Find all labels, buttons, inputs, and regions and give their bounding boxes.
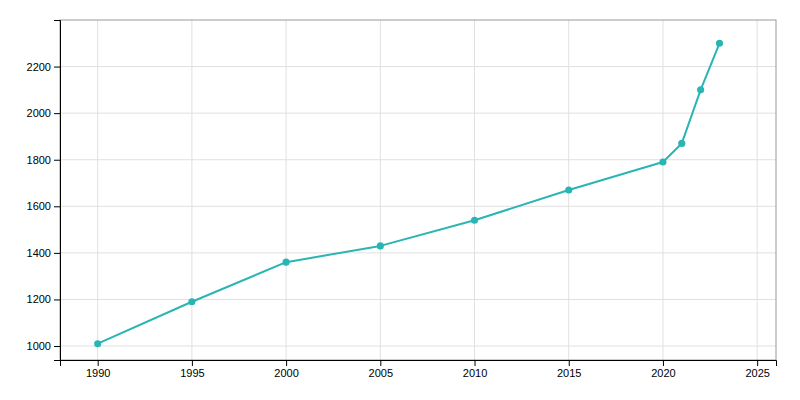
point (678, 140, 685, 147)
x-tick-mark (286, 360, 287, 366)
x-tick-label: 1990 (86, 367, 110, 379)
x-tick: 2005 (369, 360, 393, 379)
y-grid-line (60, 346, 776, 347)
grid (60, 20, 776, 360)
y-tick-label: 1400 (27, 247, 51, 259)
point (94, 340, 101, 347)
x-grid-line (191, 20, 192, 360)
y-grid-line (60, 113, 776, 114)
x-grid-line (757, 20, 758, 360)
y-tick-label: 2000 (27, 107, 51, 119)
x-tick-label: 2005 (369, 367, 393, 379)
y-tick-mark (54, 206, 60, 207)
x-tick-mark (475, 360, 476, 366)
x-grid-line (662, 20, 663, 360)
y-tick-label: 1000 (27, 340, 51, 352)
chart-container: 1990 1995 2000 2005 2010 2015 2020 2025 1000 1200… (0, 0, 800, 400)
y-grid-line (60, 66, 776, 67)
x-grid-line (97, 20, 98, 360)
x-tick-mark (757, 360, 758, 366)
y-grid-line (60, 299, 776, 300)
y-tick: 2200 (27, 61, 60, 73)
x-tick-label: 2010 (463, 367, 487, 379)
y-tick-mark (54, 299, 60, 300)
y-tick: 1600 (27, 200, 60, 212)
point (659, 158, 666, 165)
x-tick-label: 2020 (651, 367, 675, 379)
x-tick: 1995 (180, 360, 204, 379)
y-axis: 1000 1200 1400 1600 1800 2000 2200 (27, 21, 61, 361)
y-axis-line (54, 21, 61, 361)
y-tick: 2000 (27, 107, 60, 119)
y-tick: 1200 (27, 293, 60, 305)
marks (94, 40, 723, 348)
y-tick: 1000 (27, 340, 60, 352)
x-grid-line (474, 20, 475, 360)
y-tick-label: 1800 (27, 154, 51, 166)
point (716, 40, 723, 47)
y-tick-mark (54, 67, 60, 68)
point (188, 298, 195, 305)
x-tick-label: 2000 (274, 367, 298, 379)
plot: 1990 1995 2000 2005 2010 2015 2020 2025 1000 1200… (27, 20, 777, 379)
y-grid-line (60, 159, 776, 160)
point (377, 242, 384, 249)
y-tick-mark (54, 160, 60, 161)
y-tick: 1400 (27, 247, 60, 259)
x-tick: 2010 (463, 360, 487, 379)
x-tick: 2020 (651, 360, 675, 379)
y-tick-mark (54, 113, 60, 114)
x-tick-mark (663, 360, 664, 366)
x-tick-mark (98, 360, 99, 366)
x-tick: 2015 (557, 360, 581, 379)
y-grid-line (60, 206, 776, 207)
point (565, 186, 572, 193)
plot-frame (60, 20, 776, 360)
y-tick-mark (54, 346, 60, 347)
chart-svg: 1990 1995 2000 2005 2010 2015 2020 2025 1000 1200… (0, 0, 800, 400)
x-tick: 1990 (86, 360, 110, 379)
x-tick: 2000 (274, 360, 298, 379)
line (98, 43, 720, 343)
y-tick-label: 1600 (27, 200, 51, 212)
y-tick-label: 2200 (27, 61, 51, 73)
y-tick-label: 1200 (27, 293, 51, 305)
y-tick-mark (54, 253, 60, 254)
x-tick-mark (192, 360, 193, 366)
y-grid-line (60, 252, 776, 253)
point (283, 259, 290, 266)
x-grid-line (286, 20, 287, 360)
y-tick: 1800 (27, 154, 60, 166)
x-axis-line (61, 361, 777, 367)
x-tick-label: 2015 (557, 367, 581, 379)
x-tick-mark (380, 360, 381, 366)
point (471, 217, 478, 224)
x-axis: 1990 1995 2000 2005 2010 2015 2020 2025 (61, 360, 777, 379)
x-tick-label: 2025 (745, 367, 769, 379)
x-tick: 2025 (745, 360, 769, 379)
x-tick-label: 1995 (180, 367, 204, 379)
point (697, 86, 704, 93)
x-tick-mark (569, 360, 570, 366)
x-grid-line (380, 20, 381, 360)
